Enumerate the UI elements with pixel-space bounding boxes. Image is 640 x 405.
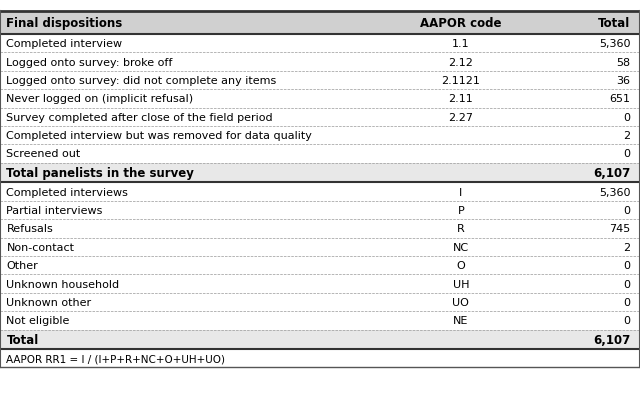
Text: NC: NC (452, 242, 469, 252)
Text: R: R (457, 224, 465, 234)
Text: UH: UH (452, 279, 469, 289)
Bar (0, 293, 640, 311)
Text: Screened out: Screened out (6, 149, 81, 159)
Text: 0: 0 (623, 206, 630, 215)
Text: 0: 0 (623, 279, 630, 289)
Text: Completed interview: Completed interview (6, 39, 122, 49)
Text: Partial interviews: Partial interviews (6, 206, 103, 215)
Bar (0, 311, 640, 330)
Bar (0, 238, 640, 256)
Text: 2: 2 (623, 242, 630, 252)
Text: Non-contact: Non-contact (6, 242, 74, 252)
Bar (0, 183, 640, 201)
Bar (0, 145, 640, 163)
Text: 0: 0 (623, 297, 630, 307)
Text: Total: Total (6, 333, 38, 346)
Text: Completed interview but was removed for data quality: Completed interview but was removed for … (6, 131, 312, 141)
Bar (0, 90, 640, 108)
Text: UO: UO (452, 297, 469, 307)
Text: 651: 651 (609, 94, 630, 104)
Text: P: P (458, 206, 464, 215)
Text: Total: Total (598, 17, 630, 30)
Text: 0: 0 (623, 315, 630, 326)
Bar (0, 163, 640, 183)
Text: Final dispositions: Final dispositions (6, 17, 123, 30)
Text: 5,360: 5,360 (599, 39, 630, 49)
Bar (0, 220, 640, 238)
Text: 0: 0 (623, 260, 630, 271)
Bar (0, 275, 640, 293)
Bar (0, 127, 640, 145)
Text: 1.1: 1.1 (452, 39, 470, 49)
Text: 2: 2 (623, 131, 630, 141)
Text: Total panelists in the survey: Total panelists in the survey (6, 167, 195, 180)
Bar (0, 201, 640, 220)
Text: 2.27: 2.27 (448, 113, 474, 122)
Text: 5,360: 5,360 (599, 187, 630, 197)
Text: AAPOR RR1 = I / (I+P+R+NC+O+UH+UO): AAPOR RR1 = I / (I+P+R+NC+O+UH+UO) (6, 354, 225, 363)
Bar (0, 12, 640, 35)
Bar (0, 72, 640, 90)
Text: Logged onto survey: broke off: Logged onto survey: broke off (6, 58, 173, 67)
Text: Survey completed after close of the field period: Survey completed after close of the fiel… (6, 113, 273, 122)
Text: Other: Other (6, 260, 38, 271)
Text: 2.11: 2.11 (449, 94, 473, 104)
Text: 36: 36 (616, 76, 630, 86)
Text: Completed interviews: Completed interviews (6, 187, 128, 197)
Text: Refusals: Refusals (6, 224, 53, 234)
Bar (0, 53, 640, 72)
Bar (0, 256, 640, 275)
Text: 745: 745 (609, 224, 630, 234)
Text: Unknown other: Unknown other (6, 297, 92, 307)
Text: Never logged on (implicit refusal): Never logged on (implicit refusal) (6, 94, 193, 104)
Bar (0, 35, 640, 53)
Text: 2.1121: 2.1121 (442, 76, 480, 86)
Text: 6,107: 6,107 (593, 167, 630, 180)
Text: Not eligible: Not eligible (6, 315, 70, 326)
Text: 6,107: 6,107 (593, 333, 630, 346)
Bar (0, 330, 640, 350)
Text: 0: 0 (623, 113, 630, 122)
Text: 2.12: 2.12 (449, 58, 473, 67)
Text: O: O (456, 260, 465, 271)
Text: AAPOR code: AAPOR code (420, 17, 502, 30)
Text: I: I (459, 187, 463, 197)
Text: Logged onto survey: did not complete any items: Logged onto survey: did not complete any… (6, 76, 276, 86)
Bar (0, 108, 640, 127)
Text: Unknown household: Unknown household (6, 279, 120, 289)
Text: NE: NE (453, 315, 468, 326)
Text: 0: 0 (623, 149, 630, 159)
Text: 58: 58 (616, 58, 630, 67)
